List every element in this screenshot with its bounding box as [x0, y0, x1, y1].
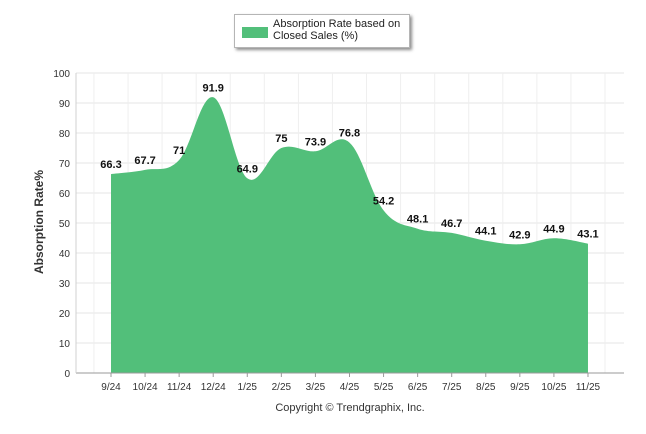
y-tick-label: 0: [64, 369, 70, 380]
copyright-text: Copyright © Trendgraphix, Inc.: [275, 402, 425, 414]
x-tick-label: 2/25: [272, 382, 292, 393]
data-label: 73.9: [305, 136, 326, 148]
y-tick-label: 40: [59, 249, 71, 260]
data-label: 42.9: [509, 229, 530, 241]
x-tick-label: 7/25: [442, 382, 462, 393]
x-tick-label: 8/25: [476, 382, 496, 393]
data-label: 91.9: [202, 82, 223, 94]
data-label: 46.7: [441, 218, 462, 230]
series-layer: [111, 97, 588, 373]
y-tick-label: 70: [59, 159, 71, 170]
data-label: 48.1: [407, 214, 428, 226]
x-tick-label: 10/25: [541, 382, 566, 393]
data-label: 43.1: [577, 229, 598, 241]
x-tick-label: 9/24: [101, 382, 121, 393]
x-tick-label: 11/24: [167, 382, 192, 393]
x-tick-label: 11/25: [576, 382, 601, 393]
y-tick-label: 90: [59, 99, 71, 110]
data-label: 67.7: [134, 155, 155, 167]
legend-swatch: [242, 27, 268, 38]
y-tick-label: 10: [59, 339, 71, 350]
data-label: 76.8: [339, 128, 360, 140]
absorption-rate-area: [111, 97, 588, 373]
x-tick-label: 5/25: [374, 382, 394, 393]
data-label: 75: [275, 133, 287, 145]
x-tick-label: 3/25: [306, 382, 326, 393]
data-label-layer: 66.3 67.7 71 91.9 64.9 75 73.9 76.8 54.2 48.1 46.7…: [100, 82, 598, 241]
y-tick-label: 50: [59, 219, 71, 230]
data-label: 44.9: [543, 223, 564, 235]
x-tick-label: 10/24: [133, 382, 158, 393]
y-axis-title: Absorption Rate%: [32, 169, 46, 275]
x-tick-label: 6/25: [408, 382, 428, 393]
legend-label: Absorption Rate based on Closed Sales (%…: [273, 18, 401, 42]
data-label: 44.1: [475, 226, 496, 238]
x-tick-label: 12/24: [201, 382, 226, 393]
x-tick-label: 4/25: [340, 382, 360, 393]
axis-layer: 0 10 20 30 40 50 60 70 80 90 100 9/24 10/24 11/24 12/2…: [53, 69, 624, 393]
data-label: 64.9: [237, 163, 258, 175]
data-label: 66.3: [100, 159, 121, 171]
x-tick-label: 1/25: [238, 382, 258, 393]
y-tick-label: 80: [59, 129, 71, 140]
x-tick-label: 9/25: [510, 382, 530, 393]
chart-legend: Absorption Rate based on Closed Sales (%…: [234, 14, 410, 48]
y-tick-label: 100: [53, 69, 70, 80]
data-label: 54.2: [373, 195, 394, 207]
data-label: 71: [173, 145, 185, 157]
y-tick-label: 20: [59, 309, 71, 320]
y-tick-label: 30: [59, 279, 71, 290]
y-tick-label: 60: [59, 189, 71, 200]
